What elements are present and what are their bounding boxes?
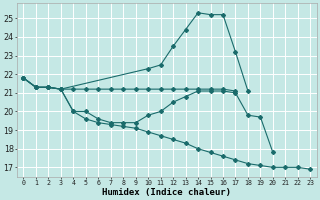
X-axis label: Humidex (Indice chaleur): Humidex (Indice chaleur) [102, 188, 231, 197]
